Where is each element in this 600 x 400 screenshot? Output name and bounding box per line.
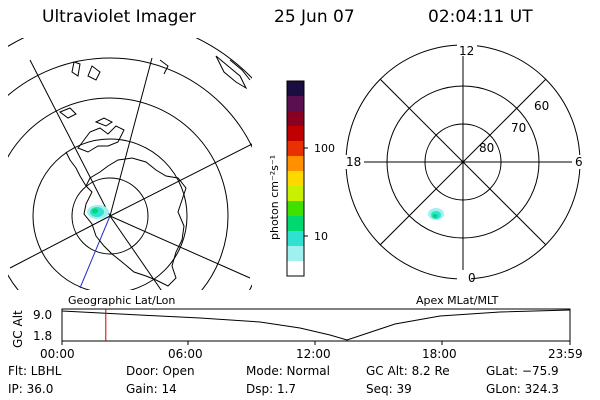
door-info: Door: Open (126, 364, 195, 378)
colorbar-unit-label: photon cm⁻²s⁻¹ (268, 155, 281, 240)
colorbar-segment (287, 81, 304, 97)
time-tick-label: 18:00 (422, 347, 457, 361)
coast-outline (87, 65, 101, 81)
alt-tick-label: 1.8 (33, 329, 52, 343)
coast-outline (159, 59, 169, 75)
colorbar-segment (287, 186, 304, 202)
geo-panel-label: Geographic Lat/Lon (68, 294, 175, 307)
geo-meridian (109, 57, 153, 217)
geo-lat-circle (71, 177, 149, 255)
colorbar-segment (287, 261, 304, 277)
aurora-emission-geo (87, 205, 109, 219)
island-outline (77, 125, 125, 153)
gc-alt-info: GC Alt: 8.2 Re (366, 364, 450, 378)
time-label: 02:04:11 UT (428, 7, 533, 27)
mlt-label-0: 0 (468, 271, 476, 285)
mlt-label-18: 18 (346, 155, 361, 169)
colorbar-tick-label: 10 (314, 230, 328, 243)
aurora-emission-polar (428, 208, 444, 220)
dsp-info: Dsp: 1.7 (246, 382, 297, 396)
altitude-frame (61, 308, 571, 342)
geographic-map (8, 38, 252, 290)
geo-meridian (109, 143, 252, 217)
geo-lat-circle (8, 57, 252, 290)
colorbar (286, 80, 305, 277)
time-tick-label: 12:00 (296, 347, 331, 361)
mlt-label-12: 12 (459, 44, 474, 58)
colorbar-tick-label: 100 (314, 142, 335, 155)
geo-meridian (29, 59, 111, 217)
colorbar-frame (286, 80, 305, 277)
time-tick-label: 06:00 (168, 347, 203, 361)
colorbar-segment (287, 141, 304, 157)
geo-meridian (109, 215, 251, 279)
polar-panel-label: Apex MLat/MLT (416, 294, 499, 307)
seq-info: Seq: 39 (366, 382, 412, 396)
peninsula-outline (65, 151, 87, 187)
colorbar-segment (287, 126, 304, 142)
coastlines (58, 55, 251, 287)
date-label: 25 Jun 07 (274, 7, 355, 27)
colorbar-segment (287, 231, 304, 247)
terminator-line (79, 215, 111, 289)
mlt-label-6: 6 (575, 155, 583, 169)
coast-outline (229, 59, 251, 81)
coast-outline (215, 55, 248, 90)
ip-info: IP: 36.0 (8, 382, 54, 396)
mode-info: Mode: Normal (246, 364, 330, 378)
polar-plot (345, 44, 581, 280)
gain-info: Gain: 14 (126, 382, 177, 396)
colorbar-segment (287, 201, 304, 217)
colorbar-segment (287, 171, 304, 187)
colorbar-segment (287, 111, 304, 127)
colorbar-segment (287, 216, 304, 232)
filter-info: Flt: LBHL (8, 364, 62, 378)
geo-lat-circle (8, 97, 229, 290)
mlat-label-60: 60 (534, 99, 549, 113)
glon-info: GLon: 324.3 (486, 382, 559, 396)
island-outline (94, 117, 113, 127)
alt-axis-label: GC Alt (11, 310, 25, 348)
instrument-title: Ultraviolet Imager (42, 7, 196, 27)
geo-lat-circle (32, 138, 188, 290)
glat-info: GLat: −75.9 (486, 364, 559, 378)
polar-meridian (379, 78, 547, 246)
mlat-label-80: 80 (479, 141, 494, 155)
geo-meridian (9, 215, 111, 269)
antarctica-outline (83, 157, 187, 287)
time-tick-label: 23:59 (548, 347, 583, 361)
colorbar-segment (287, 156, 304, 172)
coast-outline (71, 61, 81, 77)
altitude-strip: 9.0 1.8 GC Alt 00:00 06:00 12:00 18:00 2… (11, 308, 583, 361)
altitude-curve (61, 309, 571, 341)
colorbar-segment (287, 96, 304, 112)
geo-meridian (109, 215, 162, 290)
island-outline (58, 107, 77, 119)
mlat-label-70: 70 (511, 121, 526, 135)
alt-tick-label: 9.0 (33, 308, 52, 322)
time-tick-label: 00:00 (40, 347, 75, 361)
colorbar-segment (287, 246, 304, 262)
